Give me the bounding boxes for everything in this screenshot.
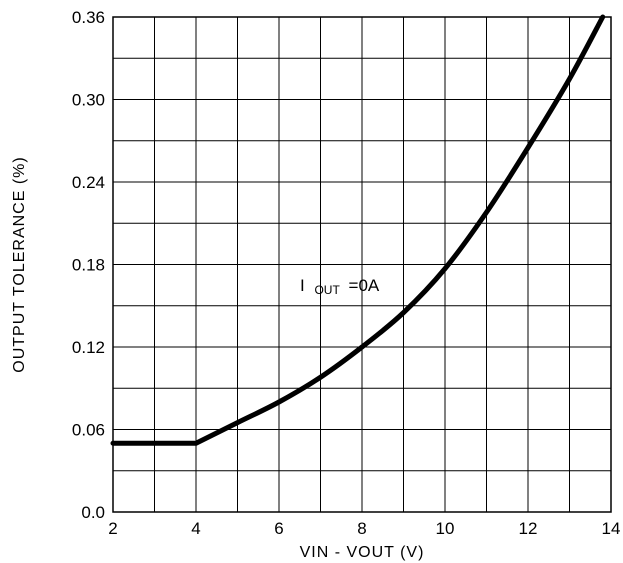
x-axis-label: VIN - VOUT (V) (300, 544, 425, 561)
annotation-subscript: OUT (314, 283, 340, 297)
y-tick-label: 0.24 (72, 173, 105, 192)
x-tick-label: 6 (274, 519, 283, 538)
grid (113, 17, 611, 512)
y-tick-label: 0.18 (72, 256, 105, 275)
y-tick-label: 0.30 (72, 91, 105, 110)
y-tick-label: 0.12 (72, 338, 105, 357)
x-tick-label: 8 (357, 519, 366, 538)
y-tick-label: 0.06 (72, 421, 105, 440)
series-line-iout-0a (110, 14, 606, 446)
x-tick-label: 2 (108, 519, 117, 538)
x-tick-labels: 2 4 6 8 10 12 14 (108, 519, 620, 538)
y-tick-labels: 0.0 0.06 0.12 0.18 0.24 0.30 0.36 (72, 8, 105, 522)
x-tick-label: 10 (436, 519, 455, 538)
iout-annotation: I OUT =0A (300, 276, 380, 298)
x-tick-label: 14 (602, 519, 621, 538)
plot-frame (112, 16, 612, 513)
annotation-main: I (300, 276, 305, 295)
y-tick-label: 0.36 (72, 8, 105, 27)
x-tick-label: 4 (191, 519, 200, 538)
y-tick-label: 0.0 (81, 503, 105, 522)
y-axis-label: OUTPUT TOLERANCE (%) (11, 156, 28, 372)
annotation-value: =0A (349, 276, 380, 295)
x-tick-label: 12 (519, 519, 538, 538)
